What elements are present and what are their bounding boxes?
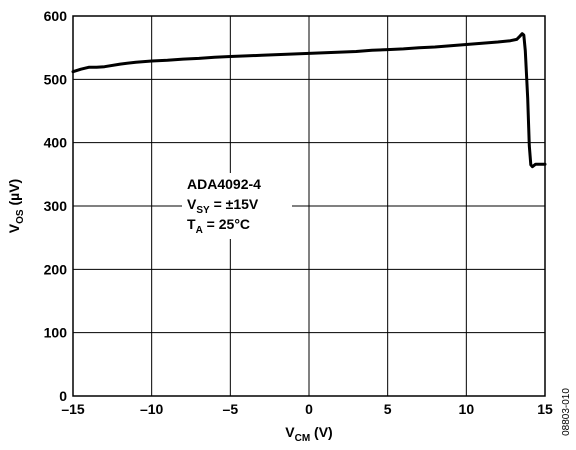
figure-id: 08803-010 bbox=[561, 388, 572, 436]
x-tick-label: 15 bbox=[537, 401, 553, 417]
y-tick-labels: 0 100 200 300 400 500 600 bbox=[44, 8, 68, 404]
annotation-supply-rest: = ±15V bbox=[210, 196, 259, 212]
y-tick-label: 100 bbox=[44, 325, 68, 341]
x-axis-label-unit: (V) bbox=[310, 424, 333, 440]
annotation-temperature: TA = 25°C bbox=[187, 216, 250, 236]
annotation-temperature-rest: = 25°C bbox=[203, 216, 250, 232]
x-axis-label-sub: CM bbox=[295, 433, 311, 444]
x-axis-label-main: V bbox=[285, 424, 295, 440]
x-tick-labels: –15 –10 –5 0 5 10 15 bbox=[61, 401, 553, 417]
plot-frame bbox=[72, 15, 546, 397]
y-axis-label-main: V bbox=[6, 223, 22, 233]
y-tick-label: 600 bbox=[44, 8, 68, 24]
y-tick-label: 400 bbox=[44, 135, 68, 151]
x-tick-label: 5 bbox=[384, 401, 392, 417]
x-tick-label: –15 bbox=[61, 401, 85, 417]
annotation-supply-main: V bbox=[187, 196, 197, 212]
y-tick-label: 300 bbox=[44, 198, 68, 214]
y-axis-label-unit: (µV) bbox=[6, 179, 22, 210]
annotation-background bbox=[182, 173, 292, 239]
y-tick-label: 500 bbox=[44, 71, 68, 87]
x-tick-label: 0 bbox=[305, 401, 313, 417]
annotation-supply-sub: SY bbox=[196, 205, 210, 216]
series-line bbox=[71, 32, 547, 169]
y-tick-label: 0 bbox=[59, 388, 67, 404]
annotation-device: ADA4092-4 bbox=[187, 176, 261, 192]
grid-lines bbox=[73, 16, 545, 396]
annotation-supply: VSY = ±15V bbox=[187, 196, 259, 216]
x-tick-label: –5 bbox=[223, 401, 239, 417]
y-tick-label: 200 bbox=[44, 261, 68, 277]
y-axis-label: VOS (µV) bbox=[6, 179, 26, 233]
y-axis-label-sub: OS bbox=[15, 209, 26, 224]
annotation-temperature-main: T bbox=[187, 216, 196, 232]
annotation-temperature-sub: A bbox=[196, 225, 203, 236]
x-axis-label: VCM (V) bbox=[285, 424, 332, 444]
x-tick-label: 10 bbox=[459, 401, 475, 417]
x-tick-label: –10 bbox=[140, 401, 164, 417]
